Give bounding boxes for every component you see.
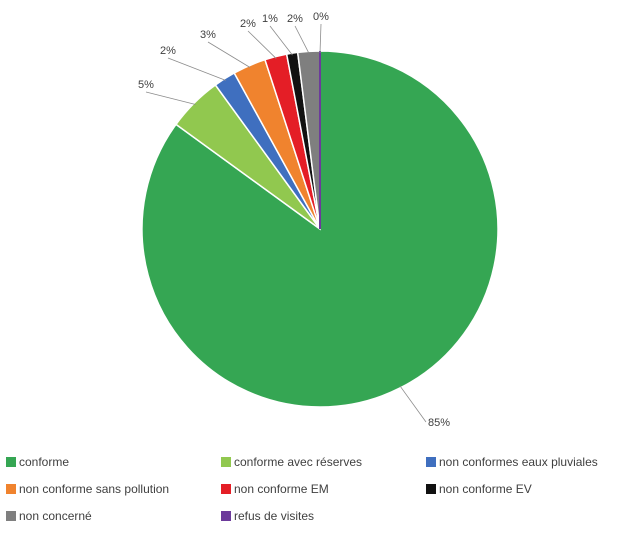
- legend-swatch: [221, 457, 231, 467]
- legend-item: non conformes eaux pluviales: [426, 455, 598, 469]
- legend-label: conforme: [19, 455, 70, 469]
- pie-chart-canvas: 85% 5% 2% 3% 2% 1% 2% 0%: [138, 11, 499, 429]
- leader-line: [207, 41, 251, 68]
- legend-swatch: [221, 484, 231, 494]
- legend-label: non concerné: [19, 509, 92, 523]
- slice-data-label: 3%: [200, 29, 216, 41]
- legend-item: non conforme EM: [221, 482, 329, 496]
- legend-label: non conforme EV: [439, 482, 532, 496]
- slice-data-label: 1%: [262, 13, 278, 25]
- leader-line: [399, 385, 427, 423]
- legend-item: refus de visites: [221, 509, 314, 523]
- legend-label: refus de visites: [234, 509, 315, 523]
- legend-item: non concerné: [6, 509, 92, 523]
- slice-data-label: 2%: [287, 13, 303, 25]
- legend-label: conforme avec réserves: [234, 455, 363, 469]
- leader-line: [167, 57, 226, 81]
- legend-swatch: [6, 457, 16, 467]
- leader-line: [145, 91, 196, 105]
- legend-swatch: [6, 484, 16, 494]
- legend-item: conforme avec réserves: [221, 455, 362, 469]
- slice-data-label: 0%: [313, 11, 329, 23]
- legend-swatch: [221, 511, 231, 521]
- legend-swatch: [426, 457, 436, 467]
- legend-label: non conformes eaux pluviales: [439, 455, 598, 469]
- leader-line: [269, 25, 293, 56]
- slice-data-label: 85%: [428, 417, 450, 429]
- slice-data-label: 2%: [160, 45, 176, 57]
- legend-swatch: [426, 484, 436, 494]
- leader-line: [319, 23, 322, 54]
- slice-data-label: 5%: [138, 79, 154, 91]
- legend-item: non conforme EV: [426, 482, 532, 496]
- legend-label: non conforme sans pollution: [19, 482, 170, 496]
- legend-label: non conforme EM: [234, 482, 329, 496]
- leader-line: [247, 30, 277, 59]
- legend-item: non conforme sans pollution: [6, 482, 169, 496]
- leader-line: [294, 25, 310, 54]
- legend-item: conforme: [6, 455, 69, 469]
- slice-data-label: 2%: [240, 18, 256, 30]
- legend-swatch: [6, 511, 16, 521]
